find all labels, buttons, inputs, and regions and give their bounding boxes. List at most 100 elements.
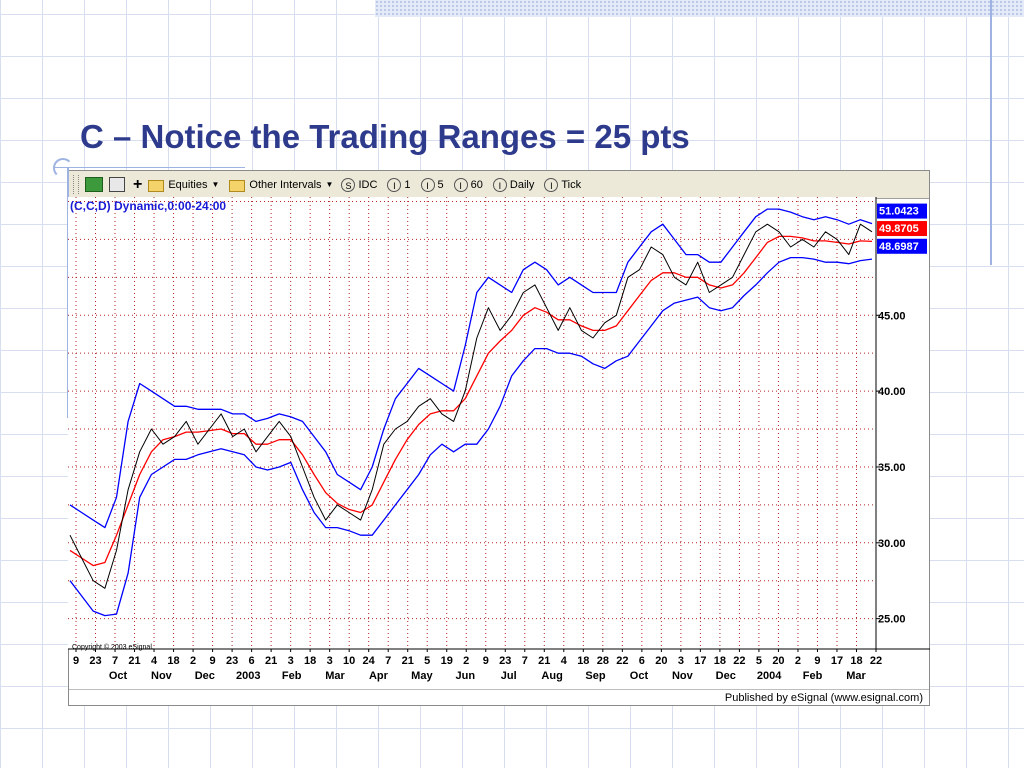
interval-60-button[interactable]: I 60 — [453, 177, 483, 192]
decorative-circle — [53, 158, 73, 178]
x-day-label: 19 — [441, 655, 453, 667]
x-day-label: 18 — [577, 655, 589, 667]
x-day-label: 4 — [561, 655, 568, 667]
price-chart: 25.00 30.00 35.00 40.00 45.00 51.0423 49.8705 4… — [68, 197, 930, 682]
interval-1-label: 1 — [404, 178, 411, 191]
x-day-label: 9 — [73, 655, 79, 667]
x-day-label: 6 — [639, 655, 645, 667]
x-month-label: Mar — [846, 670, 866, 682]
x-day-label: 9 — [210, 655, 216, 667]
last-value-box-middle — [877, 221, 927, 237]
x-day-label: 20 — [655, 655, 667, 667]
x-day-label: 21 — [402, 655, 414, 667]
x-day-label: 4 — [151, 655, 158, 667]
x-day-label: 18 — [167, 655, 179, 667]
interval-icon: I — [387, 177, 402, 192]
x-month-label: Mar — [325, 670, 345, 682]
decorative-horizontal-line — [55, 167, 245, 168]
x-month-label: Oct — [630, 670, 649, 682]
x-day-label: 23 — [89, 655, 101, 667]
x-day-label: 24 — [363, 655, 376, 667]
chart-layout-icon[interactable] — [85, 177, 103, 192]
daily-label: Daily — [509, 178, 535, 191]
x-day-label: 6 — [249, 655, 255, 667]
x-day-label: 18 — [714, 655, 726, 667]
x-day-label: 22 — [733, 655, 745, 667]
x-day-label: 2 — [190, 655, 196, 667]
other-intervals-label: Other Intervals — [249, 178, 322, 191]
x-day-label: 7 — [522, 655, 528, 667]
price-series-line — [69, 223, 873, 589]
chart-series — [69, 208, 873, 617]
symbol-s-icon: S — [341, 177, 356, 192]
x-month-label: Oct — [109, 670, 128, 682]
x-day-label: 2 — [795, 655, 801, 667]
last-value-label-middle: 49.8705 — [879, 223, 919, 235]
daily-button[interactable]: I Daily — [492, 177, 535, 192]
x-day-label: 21 — [128, 655, 140, 667]
y-tick-label: 40.00 — [878, 386, 906, 398]
copyright-label: Copyright © 2003 eSignal. — [72, 643, 154, 651]
x-day-label: 2 — [463, 655, 469, 667]
equities-dropdown[interactable]: Equities ▼ — [148, 178, 220, 192]
x-month-label: Jul — [501, 670, 517, 682]
x-month-label: Nov — [151, 670, 173, 682]
x-month-label: Jun — [456, 670, 476, 682]
x-day-label: 21 — [265, 655, 277, 667]
x-month-label: Dec — [716, 670, 736, 682]
decorative-top-band — [375, 0, 1024, 17]
x-day-label: 5 — [756, 655, 762, 667]
upper-series-line — [69, 208, 873, 529]
idc-label: IDC — [358, 178, 378, 191]
x-day-label: 10 — [343, 655, 355, 667]
decorative-vertical-line — [990, 0, 992, 265]
x-day-label: 5 — [424, 655, 430, 667]
middle-series-line — [69, 235, 873, 567]
interval-icon: I — [453, 177, 468, 192]
interval-60-label: 60 — [470, 178, 483, 191]
last-value-box-lower — [877, 238, 927, 254]
tick-button[interactable]: I Tick — [544, 177, 581, 192]
folder-icon — [148, 179, 165, 192]
lower-series-line — [69, 256, 873, 617]
y-tick-label: 35.00 — [878, 462, 906, 474]
x-day-label: 28 — [597, 655, 609, 667]
interval-5-label: 5 — [437, 178, 444, 191]
x-day-label: 7 — [385, 655, 391, 667]
x-day-label: 3 — [327, 655, 333, 667]
chart-grid — [68, 197, 930, 650]
x-month-label: 2004 — [757, 670, 782, 682]
x-month-label: Dec — [195, 670, 215, 682]
properties-icon[interactable] — [109, 177, 125, 192]
x-day-label: 21 — [538, 655, 550, 667]
x-month-label: Aug — [541, 670, 562, 682]
interval-icon: I — [492, 177, 507, 192]
interval-5-button[interactable]: I 5 — [420, 177, 444, 192]
x-month-label: May — [411, 670, 433, 682]
chevron-down-icon: ▼ — [211, 180, 220, 189]
x-day-label: 20 — [772, 655, 784, 667]
x-day-label: 7 — [112, 655, 118, 667]
interval-icon: I — [544, 177, 559, 192]
interval-1-button[interactable]: I 1 — [387, 177, 411, 192]
y-tick-label: 45.00 — [878, 310, 906, 322]
x-month-label: Feb — [282, 670, 302, 682]
slide-title: C – Notice the Trading Ranges = 25 pts — [80, 118, 690, 155]
x-day-label: 18 — [304, 655, 316, 667]
other-intervals-dropdown[interactable]: Other Intervals ▼ — [229, 178, 334, 192]
add-icon[interactable]: + — [133, 175, 143, 193]
toolbar-grip[interactable] — [73, 175, 79, 194]
last-value-label-upper: 51.0423 — [879, 206, 919, 218]
published-by-footer: Published by eSignal (www.esignal.com) — [69, 689, 929, 705]
x-day-label: 3 — [288, 655, 294, 667]
chevron-down-icon: ▼ — [325, 180, 334, 189]
x-day-label: 3 — [678, 655, 684, 667]
x-month-label: 2003 — [236, 670, 260, 682]
equities-label: Equities — [168, 178, 208, 191]
idc-button[interactable]: S IDC — [341, 177, 378, 192]
chart-labels: 25.00 30.00 35.00 40.00 45.00 51.0423 49.8705 4… — [73, 203, 927, 682]
y-tick-label: 25.00 — [878, 614, 906, 626]
x-month-label: Feb — [803, 670, 823, 682]
last-value-label-lower: 48.6987 — [879, 241, 919, 253]
chart-toolbar: + Equities ▼ Other Intervals ▼ S IDC I 1… — [69, 171, 929, 199]
